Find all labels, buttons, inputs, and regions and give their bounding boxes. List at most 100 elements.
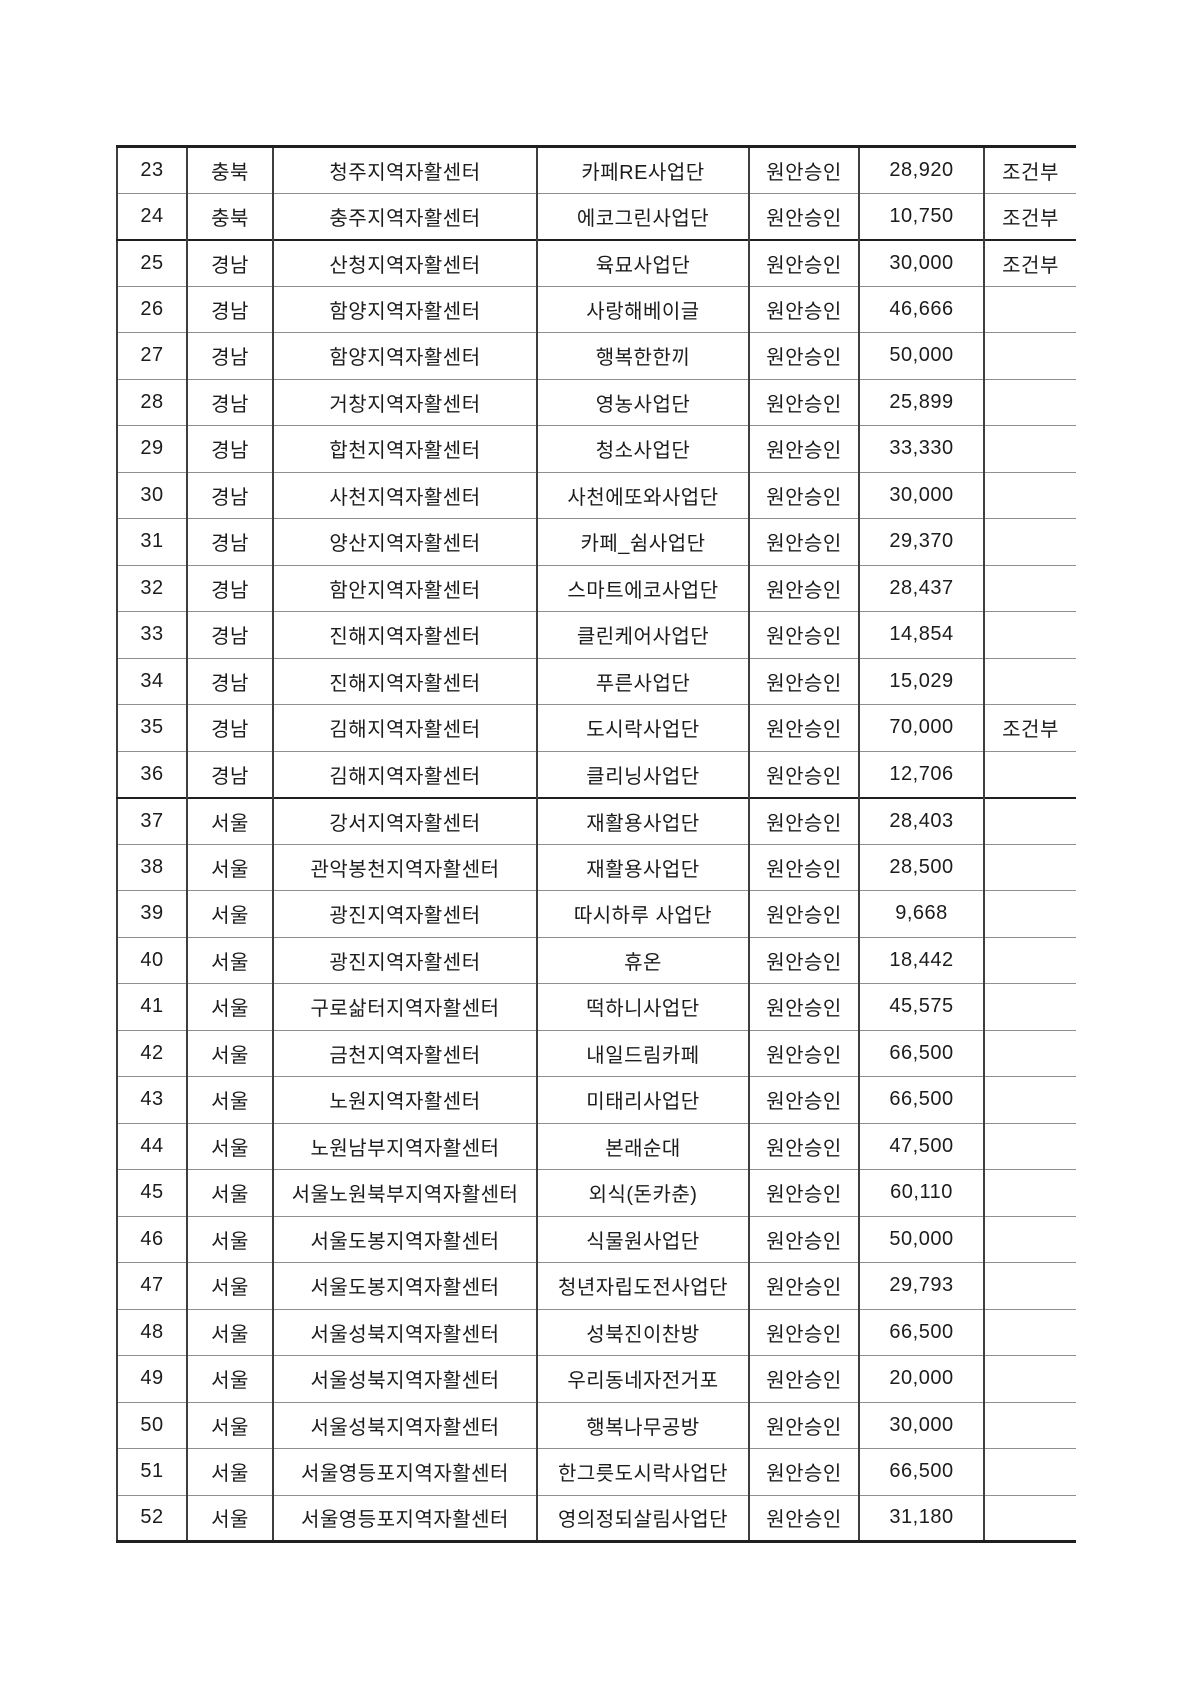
cell-center: 서울성북지역자활센터 xyxy=(273,1355,538,1402)
cell-amount: 10,750 xyxy=(859,192,985,240)
cell-no: 43 xyxy=(117,1076,188,1123)
cell-note xyxy=(984,1122,1076,1170)
cell-approval: 원안승인 xyxy=(749,1076,860,1123)
cell-no: 29 xyxy=(117,425,188,472)
cell-center: 김해지역자활센터 xyxy=(273,704,538,751)
cell-approval: 원안승인 xyxy=(749,1122,860,1170)
cell-amount: 50,000 xyxy=(859,1215,985,1263)
cell-no: 52 xyxy=(117,1494,188,1542)
cell-center: 금천지역자활센터 xyxy=(273,1029,538,1077)
cell-approval: 원안승인 xyxy=(749,425,860,472)
cell-note xyxy=(984,1076,1076,1123)
cell-center: 관악봉천지역자활센터 xyxy=(273,843,538,891)
cell-no: 41 xyxy=(117,983,188,1030)
cell-note xyxy=(984,378,1076,426)
cell-amount: 29,793 xyxy=(859,1262,985,1309)
cell-approval: 원안승인 xyxy=(749,564,860,612)
cell-note xyxy=(984,285,1076,333)
cell-amount: 28,920 xyxy=(859,146,985,193)
cell-note xyxy=(984,611,1076,658)
cell-project: 내일드림카페 xyxy=(537,1029,750,1077)
cell-approval: 원안승인 xyxy=(749,983,860,1030)
cell-project: 스마트에코사업단 xyxy=(537,564,750,612)
cell-amount: 30,000 xyxy=(859,1401,985,1449)
cell-note: 조건부 xyxy=(984,192,1076,240)
cell-note: 조건부 xyxy=(1002,161,1059,184)
cell-project: 행복한한끼 xyxy=(537,332,750,379)
cell-note xyxy=(984,1215,1076,1263)
cell-note xyxy=(984,1169,1076,1216)
cell-project: 외식(돈카춘) xyxy=(537,1169,750,1216)
cell-center: 함양지역자활센터 xyxy=(273,285,538,333)
cell-approval: 원안승인 xyxy=(749,1169,860,1216)
cell-project: 클리닝사업단 xyxy=(537,750,750,798)
cell-center: 함안지역자활센터 xyxy=(273,564,538,612)
table-row: 46 서울 서울도봉지역자활센터 식물원사업단 원안승인 50,000 xyxy=(117,1215,1076,1263)
cell-project: 푸른사업단 xyxy=(537,657,750,705)
cell-no: 37 xyxy=(117,796,188,844)
cell-project: 클린케어사업단 xyxy=(537,611,750,658)
cell-amount: 14,854 xyxy=(859,611,985,658)
cell-no: 44 xyxy=(117,1122,188,1170)
cell-project: 영의정되살림사업단 xyxy=(537,1494,750,1542)
cell-no: 31 xyxy=(117,518,188,565)
cell-region: 서울 xyxy=(187,1494,274,1542)
cell-project: 사랑해베이글 xyxy=(537,285,750,333)
cell-approval: 원안승인 xyxy=(749,796,860,844)
cell-note xyxy=(984,425,1076,472)
table-row: 41 서울 구로삶터지역자활센터 떡하니사업단 원안승인 45,575 xyxy=(117,983,1076,1030)
cell-center: 서울노원북부지역자활센터 xyxy=(273,1169,538,1216)
table-row: 27 경남 함양지역자활센터 행복한한끼 원안승인 50,000 xyxy=(117,332,1076,379)
cell-amount: 66,500 xyxy=(859,1029,985,1077)
cell-center: 서울영등포지역자활센터 xyxy=(273,1494,538,1542)
cell-approval: 원안승인 xyxy=(749,332,860,379)
cell-note: 조건부 xyxy=(984,238,1076,286)
table-row: 40 서울 광진지역자활센터 휴온 원안승인 18,442 xyxy=(117,936,1076,984)
cell-region: 서울 xyxy=(187,1029,274,1077)
cell-center: 서울도봉지역자활센터 xyxy=(273,1262,538,1309)
table-row: 47 서울 서울도봉지역자활센터 청년자립도전사업단 원안승인 29,793 xyxy=(117,1262,1076,1309)
cell-amount: 25,899 xyxy=(859,378,985,426)
cell-region: 경남 xyxy=(187,285,274,333)
table-row: 31 경남 양산지역자활센터 카페_쉼사업단 원안승인 29,370 xyxy=(117,518,1076,565)
cell-center: 김해지역자활센터 xyxy=(273,750,538,798)
cell-center: 양산지역자활센터 xyxy=(273,518,538,565)
cell-region: 경남 xyxy=(187,378,274,426)
cell-project: 따시하루 사업단 xyxy=(537,890,750,937)
cell-approval: 원안승인 xyxy=(749,704,860,751)
cell-center: 서울성북지역자활센터 xyxy=(273,1401,538,1449)
table-row: 24 충북 충주지역자활센터 에코그린사업단 원안승인 10,750 조건부 xyxy=(117,192,1076,240)
table-row: 34 경남 진해지역자활센터 푸른사업단 원안승인 15,029 xyxy=(117,657,1076,705)
cell-amount: 29,370 xyxy=(859,518,985,565)
cell-note xyxy=(984,657,1076,705)
cell-approval: 원안승인 xyxy=(749,890,860,937)
cell-note xyxy=(984,890,1076,937)
cell-no: 51 xyxy=(117,1448,188,1495)
cell-project: 청년자립도전사업단 xyxy=(537,1262,750,1309)
cell-region: 서울 xyxy=(187,1215,274,1263)
cell-region: 충북 xyxy=(187,146,274,193)
cell-note xyxy=(984,936,1076,984)
cell-amount: 31,180 xyxy=(859,1494,985,1542)
cell-region: 서울 xyxy=(187,936,274,984)
cell-approval: 원안승인 xyxy=(749,518,860,565)
cell-approval: 원안승인 xyxy=(749,611,860,658)
table-row: 33 경남 진해지역자활센터 클린케어사업단 원안승인 14,854 xyxy=(117,611,1076,658)
cell-no: 23 xyxy=(117,146,188,193)
cell-region: 서울 xyxy=(187,890,274,937)
cell-note xyxy=(984,564,1076,612)
table-row: 23 충북 청주지역자활센터 카페RE사업단 원안승인 28,920 조건부 xyxy=(117,146,1076,193)
cell-project: 재활용사업단 xyxy=(537,796,750,844)
cell-no: 30 xyxy=(117,471,188,519)
cell-amount: 70,000 xyxy=(859,704,985,751)
cell-approval: 원안승인 xyxy=(749,192,860,240)
cell-note xyxy=(984,983,1076,1030)
cell-amount: 28,437 xyxy=(859,564,985,612)
cell-approval: 원안승인 xyxy=(749,1401,860,1449)
cell-approval: 원안승인 xyxy=(749,1355,860,1402)
cell-region: 경남 xyxy=(187,750,274,798)
cell-note xyxy=(984,796,1076,844)
cell-note xyxy=(984,1355,1076,1402)
cell-amount: 30,000 xyxy=(859,238,985,286)
cell-no: 50 xyxy=(117,1401,188,1449)
